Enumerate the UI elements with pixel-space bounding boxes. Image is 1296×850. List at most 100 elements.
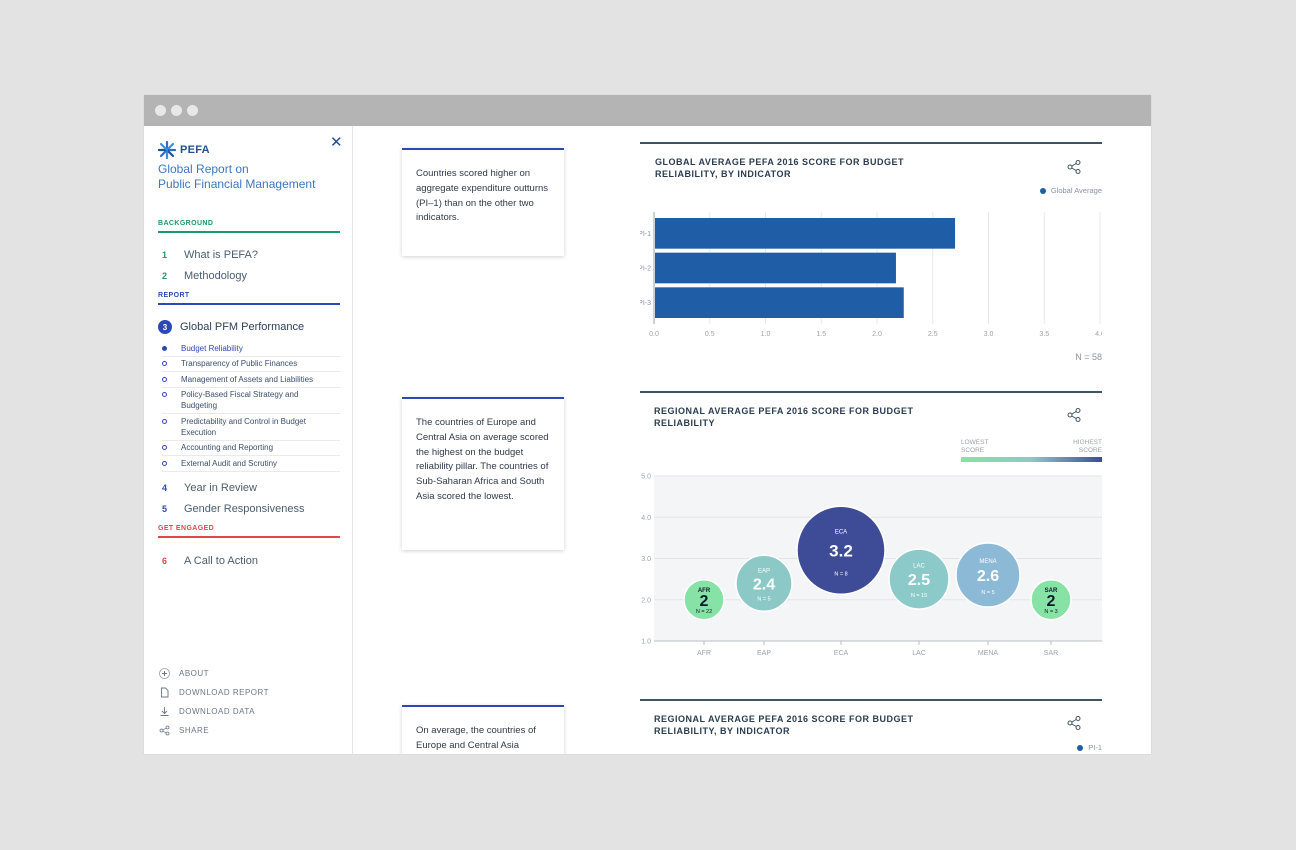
- subnav-budget-reliability[interactable]: Budget Reliability: [162, 343, 340, 357]
- plus-icon: [158, 667, 170, 679]
- nav-number: 4: [162, 483, 168, 493]
- bubble: [796, 505, 886, 595]
- bullet-icon: [162, 392, 167, 397]
- section-get-engaged: GET ENGAGED: [158, 525, 340, 538]
- nav-item-gender-responsiveness[interactable]: 5 Gender Responsiveness: [158, 503, 304, 515]
- main-content: Countries scored higher on aggregate exp…: [353, 126, 1151, 754]
- report-title-line1: Global Report on: [158, 162, 249, 176]
- y-tick-label: 4.0: [641, 515, 651, 522]
- subnav-label: Budget Reliability: [181, 344, 243, 353]
- bar: [655, 218, 956, 249]
- nav-item-what-is-pefa[interactable]: 1 What is PEFA?: [158, 249, 258, 261]
- download-report-link[interactable]: DOWNLOAD REPORT: [158, 686, 269, 698]
- bubble: [1030, 579, 1072, 621]
- legend-low-label: LOWEST SCORE: [961, 439, 989, 454]
- nav-item-year-in-review[interactable]: 4 Year in Review: [158, 482, 257, 494]
- callout-card: On average, the countries of Europe and …: [402, 705, 564, 754]
- bubble-value-label: 2: [1047, 593, 1056, 610]
- bubble-region-label: SAR: [1045, 588, 1058, 594]
- legend-dot-icon: [1077, 744, 1084, 751]
- x-tick-label: 2.0: [872, 331, 882, 338]
- subnav-label: Accounting and Reporting: [181, 443, 274, 452]
- x-tick-label: LAC: [912, 650, 926, 657]
- report-title-line2: Public Financial Management: [158, 177, 316, 191]
- x-tick-label: 1.0: [761, 331, 771, 338]
- bullet-icon: [162, 461, 167, 466]
- document-icon: [158, 686, 170, 698]
- pefa-logo[interactable]: PEFA: [157, 140, 210, 160]
- bubble-value-label: 2.4: [753, 576, 775, 593]
- bubble-region-label: EAP: [758, 569, 770, 575]
- window-maximize-dot[interactable]: [187, 105, 198, 116]
- y-tick-label: 3.0: [641, 556, 651, 563]
- legend-dot-icon: [1039, 187, 1046, 194]
- share-icon[interactable]: [1066, 715, 1082, 731]
- nav-item-label: Gender Responsiveness: [184, 503, 305, 515]
- nav-number-active: 3: [158, 320, 172, 334]
- x-tick-label: 0.5: [705, 331, 715, 338]
- nav-item-methodology[interactable]: 2 Methodology: [158, 270, 247, 282]
- share-icon[interactable]: [1066, 407, 1082, 423]
- section-background: BACKGROUND: [158, 220, 340, 233]
- subnav-external-audit[interactable]: External Audit and Scrutiny: [162, 458, 340, 472]
- window-titlebar: [144, 95, 1151, 126]
- sidebar: PEFA ✕ Global Report on Public Financial…: [144, 126, 353, 754]
- pefa-logo-icon: [157, 140, 177, 160]
- x-tick-label: 2.5: [928, 331, 938, 338]
- nav-item-call-to-action[interactable]: 6 A Call to Action: [158, 555, 258, 567]
- legend-label: PI-1: [1088, 743, 1102, 752]
- report-title: Global Report on Public Financial Manage…: [158, 162, 348, 192]
- subnav-fiscal-strategy[interactable]: Policy-Based Fiscal Strategy and Budgeti…: [162, 389, 340, 414]
- nav-number: 2: [162, 271, 168, 281]
- x-tick-label: 4.0: [1095, 331, 1102, 338]
- bubble: [683, 579, 725, 621]
- window-close-dot[interactable]: [155, 105, 166, 116]
- about-link[interactable]: ABOUT: [158, 667, 209, 679]
- y-category-label: PI-2: [640, 266, 651, 273]
- bubble-n-label: N = 8: [834, 571, 847, 577]
- nav-item-label: What is PEFA?: [184, 249, 258, 261]
- legend-label: Global Average: [1050, 186, 1102, 195]
- bubble-n-label: N = 3: [1044, 609, 1057, 615]
- bullet-icon: [162, 377, 167, 382]
- subnav-transparency[interactable]: Transparency of Public Finances: [162, 358, 340, 372]
- y-category-label: PI-1: [640, 231, 651, 238]
- share-icon: [158, 724, 170, 736]
- bar: [655, 252, 896, 284]
- subnav-label: Management of Assets and Liabilities: [181, 375, 314, 384]
- x-tick-label: MENA: [978, 650, 999, 657]
- bullet-icon: [162, 419, 167, 424]
- share-icon[interactable]: [1066, 159, 1082, 175]
- bar-chart: 0.0 0.5 1.0 1.5 2.0 2.5 3.0 3.5 4.0 PI-1 PI-2 PI-3: [640, 212, 1102, 338]
- subnav-assets-liabilities[interactable]: Management of Assets and Liabilities: [162, 374, 340, 388]
- legend-high-label: HIGHEST SCORE: [1073, 439, 1102, 454]
- close-icon[interactable]: ✕: [330, 134, 343, 151]
- nav-item-label: Year in Review: [184, 482, 257, 494]
- bubble-value-label: 2: [700, 593, 709, 610]
- chart-card-regional-average: REGIONAL AVERAGE PEFA 2016 SCORE FOR BUD…: [640, 391, 1102, 671]
- util-label: ABOUT: [179, 668, 210, 678]
- nav-number: 5: [162, 504, 168, 514]
- callout-card: Countries scored higher on aggregate exp…: [402, 148, 564, 256]
- chart-title: GLOBAL AVERAGE PEFA 2016 SCORE FOR BUDGE…: [655, 157, 905, 179]
- util-label: DOWNLOAD REPORT: [179, 687, 270, 697]
- bubble-n-label: N = 5: [981, 590, 994, 596]
- chart-title: REGIONAL AVERAGE PEFA 2016 SCORE FOR BUD…: [654, 714, 914, 736]
- y-tick-label: 2.0: [641, 597, 651, 604]
- bubble-region-label: MENA: [979, 559, 996, 565]
- subnav-budget-execution[interactable]: Predictability and Control in Budget Exe…: [162, 416, 340, 441]
- x-tick-label: 3.0: [984, 331, 994, 338]
- x-tick-label: SAR: [1044, 650, 1058, 657]
- bubble-n-label: N = 22: [696, 609, 712, 615]
- browser-window: PEFA ✕ Global Report on Public Financial…: [144, 95, 1151, 754]
- nav-item-global-pfm-performance[interactable]: 3 Global PFM Performance: [158, 320, 304, 334]
- bubble: [888, 548, 950, 610]
- subnav-label: Predictability and Control in Budget Exe…: [181, 417, 306, 437]
- subnav-accounting-reporting[interactable]: Accounting and Reporting: [162, 442, 340, 456]
- bullet-filled-icon: [162, 346, 167, 351]
- share-link[interactable]: SHARE: [158, 724, 209, 736]
- y-category-label: PI-3: [640, 300, 651, 307]
- window-minimize-dot[interactable]: [171, 105, 182, 116]
- download-data-link[interactable]: DOWNLOAD DATA: [158, 705, 255, 717]
